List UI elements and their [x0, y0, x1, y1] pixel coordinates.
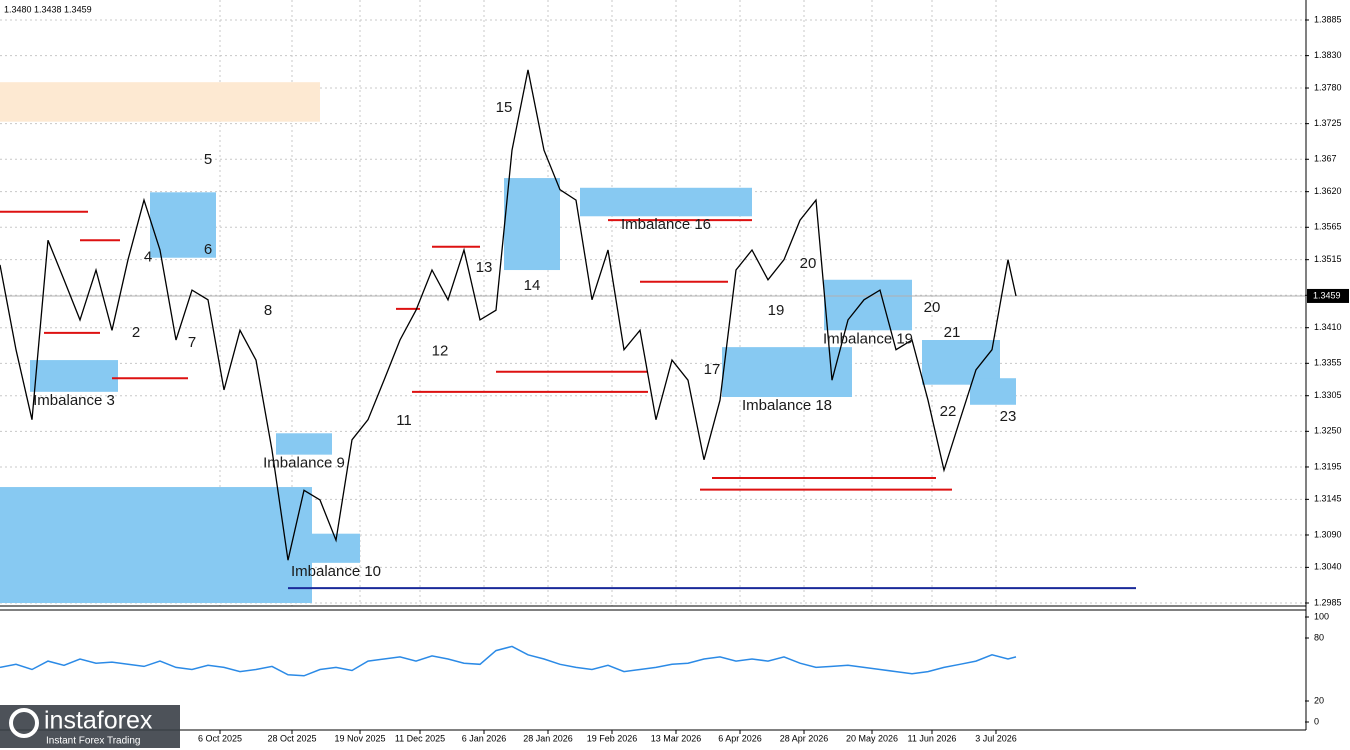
zone-label: Imbalance 18 — [742, 397, 832, 414]
annotation: 20 — [800, 255, 817, 272]
imbalance-zone — [580, 187, 752, 217]
annotation: 22 — [940, 403, 957, 420]
y-tick-label: 1.3195 — [1314, 461, 1342, 471]
x-tick-label: 6 Apr 2026 — [718, 733, 762, 743]
x-tick-label: 6 Oct 2025 — [198, 733, 242, 743]
annotation: 11 — [396, 412, 412, 429]
imbalance-zone — [824, 279, 912, 331]
x-tick-label: 11 Jun 2026 — [908, 733, 957, 743]
y-tick-label: 1.2985 — [1314, 597, 1342, 607]
y-tick-label: 1.3780 — [1314, 82, 1342, 92]
watermark-logo — [9, 708, 39, 738]
x-tick-label: 19 Feb 2026 — [587, 733, 638, 743]
y-tick-label: 1.3250 — [1314, 426, 1342, 436]
watermark: instaforex Instant Forex Trading — [0, 705, 180, 748]
y-tick-label: 1.3090 — [1314, 529, 1342, 539]
annotation: 6 — [204, 241, 212, 258]
x-tick-label: 28 Apr 2026 — [780, 733, 829, 743]
imbalance-zone — [504, 178, 560, 271]
y-tick-label: 1.3305 — [1314, 390, 1342, 400]
annotation: 2 — [132, 324, 140, 341]
y-tick-label: 1.3725 — [1314, 118, 1342, 128]
x-tick-label: 6 Jan 2026 — [462, 733, 507, 743]
annotation: 15 — [496, 99, 513, 116]
series-line — [0, 645, 1017, 677]
x-tick-label: 13 Mar 2026 — [651, 733, 702, 743]
zone-label: Imbalance 19 — [823, 330, 913, 347]
imbalance-zone — [922, 340, 1000, 385]
y-tick-label: 1.3620 — [1314, 186, 1342, 196]
y-tick-label: 1.3410 — [1314, 322, 1342, 332]
y-tick-label: 1.3145 — [1314, 494, 1342, 504]
annotation: 7 — [188, 334, 196, 351]
price-panel: 1.3885 1.3830 1.3780 1.3725 1.367 1.3620 1.356… — [0, 0, 1342, 607]
annotation: 4 — [144, 249, 152, 266]
annotation: 14 — [524, 277, 541, 294]
annotation: 8 — [264, 302, 272, 319]
last-price-label: 1.3459 — [1313, 290, 1341, 300]
annotation: 19 — [768, 302, 785, 319]
y-tick-label: 0 — [1314, 716, 1319, 726]
annotation: 12 — [432, 343, 449, 360]
y-tick-label: 100 — [1314, 611, 1329, 621]
imbalance-zone — [276, 433, 332, 455]
series-line — [0, 69, 1017, 561]
imbalance-zone — [0, 487, 312, 603]
annotation: 23 — [1000, 408, 1017, 425]
imbalance-zone — [722, 347, 852, 398]
y-tick-label: 20 — [1314, 695, 1324, 705]
imbalance-zone — [30, 360, 118, 392]
annotation: 13 — [476, 259, 493, 276]
zone-label: Imbalance 10 — [291, 563, 381, 580]
imbalance-zone — [150, 192, 216, 258]
annotation: 21 — [944, 324, 961, 341]
x-tick-label: 19 Nov 2025 — [334, 733, 385, 743]
zone-label: Imbalance 3 — [33, 392, 115, 409]
y-tick-label: 1.3885 — [1314, 14, 1342, 24]
imbalance-zone — [970, 378, 1016, 405]
oscillator-panel: 0 20 80 100 — [0, 611, 1329, 726]
watermark-brand: instaforex — [44, 707, 153, 735]
y-tick-label: 1.3565 — [1314, 222, 1342, 232]
annotation: 20 — [924, 299, 941, 316]
y-tick-label: 1.3830 — [1314, 50, 1342, 60]
annotation: 17 — [704, 361, 721, 378]
y-tick-label: 1.3040 — [1314, 562, 1342, 572]
imbalance-zone — [0, 82, 320, 122]
x-tick-label: 28 Jan 2026 — [523, 733, 573, 743]
y-tick-label: 80 — [1314, 632, 1324, 642]
zone-label: Imbalance 16 — [621, 216, 711, 233]
last-price-box — [1307, 288, 1349, 303]
annotation: 5 — [204, 151, 212, 168]
zone-label: Imbalance 9 — [263, 455, 345, 472]
x-tick-label: 11 Dec 2025 — [395, 733, 445, 743]
watermark-tagline: Instant Forex Trading — [46, 736, 141, 747]
y-tick-label: 1.3355 — [1314, 358, 1342, 368]
y-tick-label: 1.3515 — [1314, 254, 1342, 264]
x-tick-label: 3 Jul 2026 — [975, 733, 1017, 743]
x-tick-label: 28 Oct 2025 — [267, 733, 316, 743]
x-tick-label: 20 May 2026 — [846, 733, 898, 743]
ohlc-header: 1.3480 1.3438 1.3459 — [4, 4, 92, 14]
y-tick-label: 1.367 — [1314, 154, 1337, 164]
